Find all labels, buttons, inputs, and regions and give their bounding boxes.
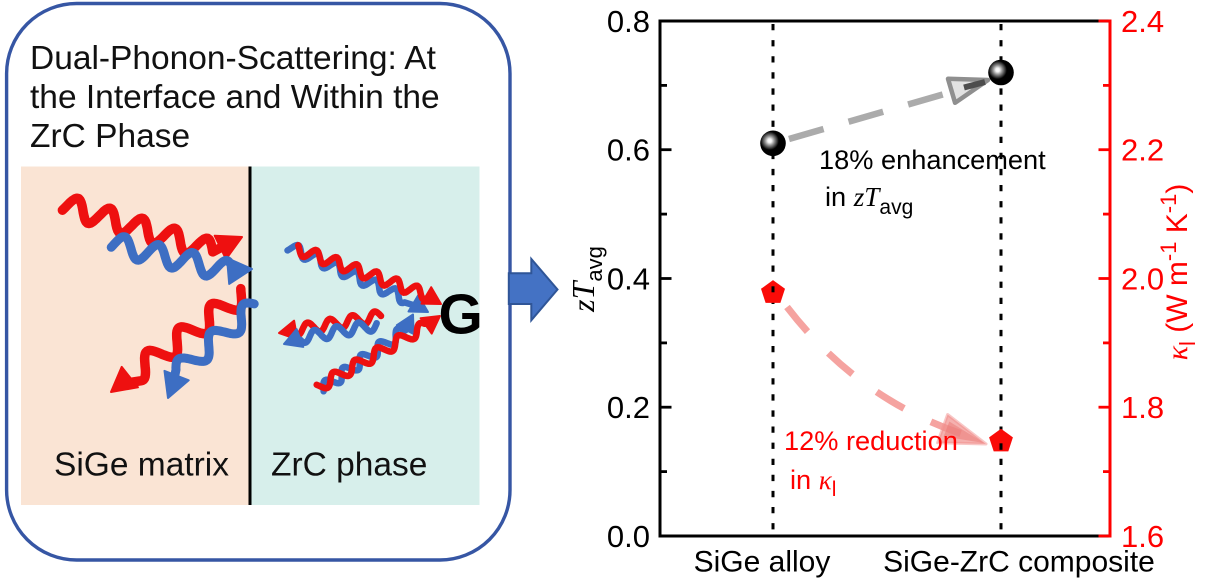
svg-text:zTavg: zTavg — [565, 246, 607, 313]
svg-text:1.6: 1.6 — [1121, 519, 1164, 554]
svg-text:ZrC phase: ZrC phase — [271, 447, 427, 484]
svg-text:18% enhancement: 18% enhancement — [819, 144, 1046, 175]
svg-text:Dual-Phonon-Scattering: At: Dual-Phonon-Scattering: At — [30, 40, 437, 77]
svg-text:0.6: 0.6 — [607, 133, 650, 168]
svg-text:SiGe matrix: SiGe matrix — [54, 447, 229, 484]
svg-text:in κl: in κl — [790, 464, 836, 501]
svg-text:G: G — [439, 283, 483, 347]
svg-text:1.8: 1.8 — [1121, 390, 1164, 425]
svg-text:0.0: 0.0 — [607, 519, 650, 554]
svg-text:the Interface and Within the: the Interface and Within the — [30, 79, 440, 116]
svg-text:SiGe alloy: SiGe alloy — [694, 546, 831, 579]
svg-text:SiGe-ZrC composite: SiGe-ZrC composite — [883, 546, 1155, 579]
svg-text:ZrC Phase: ZrC Phase — [30, 118, 190, 155]
svg-text:2.4: 2.4 — [1121, 4, 1164, 39]
svg-text:0.2: 0.2 — [607, 390, 650, 425]
svg-text:12% reduction: 12% reduction — [784, 425, 958, 456]
svg-text:κl (W m-1 K-1): κl (W m-1 K-1) — [1156, 184, 1200, 361]
svg-text:2.2: 2.2 — [1121, 133, 1164, 168]
svg-text:2.0: 2.0 — [1121, 262, 1164, 297]
svg-text:0.4: 0.4 — [607, 262, 650, 297]
svg-text:0.8: 0.8 — [607, 4, 650, 39]
